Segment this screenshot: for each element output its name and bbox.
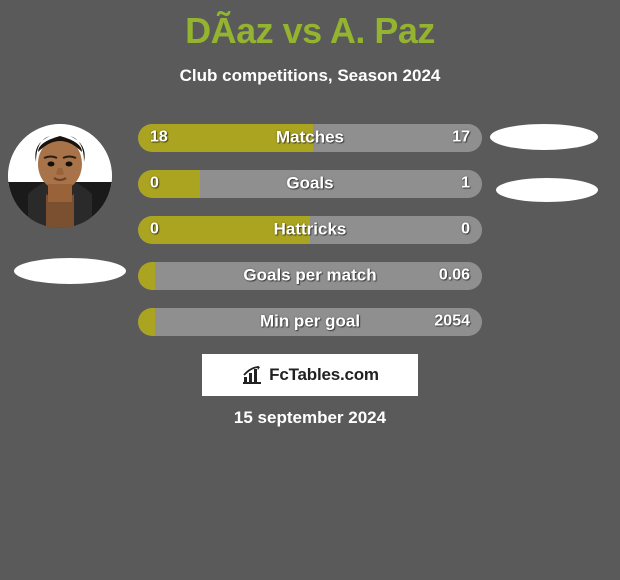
stat-bar: 0 0 Hattricks: [138, 216, 482, 244]
bar-fill-p1: [138, 262, 155, 290]
stat-value-p1: 0: [150, 175, 159, 193]
bar-fill-p1: [138, 308, 155, 336]
stat-value-p2: 0: [461, 221, 470, 239]
player1-avatar: [8, 124, 112, 228]
stat-bar: 2054 Min per goal: [138, 308, 482, 336]
brand-logo: FcTables.com: [202, 354, 418, 396]
stat-value-p2: 17: [452, 129, 470, 147]
stat-label: Hattricks: [274, 220, 347, 240]
stat-bar: 0 1 Goals: [138, 170, 482, 198]
bar-fill-p2: [200, 170, 482, 198]
stat-bar: 0.06 Goals per match: [138, 262, 482, 290]
player1-name-pill: [14, 258, 126, 284]
stat-label: Min per goal: [260, 312, 360, 332]
player2-avatar: [490, 124, 598, 150]
brand-text: FcTables.com: [269, 365, 379, 385]
stats-bars: 18 17 Matches 0 1 Goals 0 0 Hattricks 0.06 Goals p…: [138, 124, 482, 354]
stat-value-p2: 1: [461, 175, 470, 193]
stat-value-p2: 2054: [434, 313, 470, 331]
date-text: 15 september 2024: [0, 408, 620, 428]
stat-value-p2: 0.06: [439, 267, 470, 285]
bar-chart-icon: [241, 365, 263, 385]
stat-label: Goals: [286, 174, 333, 194]
stat-value-p1: 0: [150, 221, 159, 239]
page-title: DÃ­az vs A. Paz: [0, 0, 620, 52]
subtitle: Club competitions, Season 2024: [0, 66, 620, 86]
bar-fill-p1: [138, 170, 200, 198]
stat-label: Matches: [276, 128, 344, 148]
stat-value-p1: 18: [150, 129, 168, 147]
player2-name-pill: [496, 178, 598, 202]
stat-label: Goals per match: [243, 266, 376, 286]
stat-bar: 18 17 Matches: [138, 124, 482, 152]
